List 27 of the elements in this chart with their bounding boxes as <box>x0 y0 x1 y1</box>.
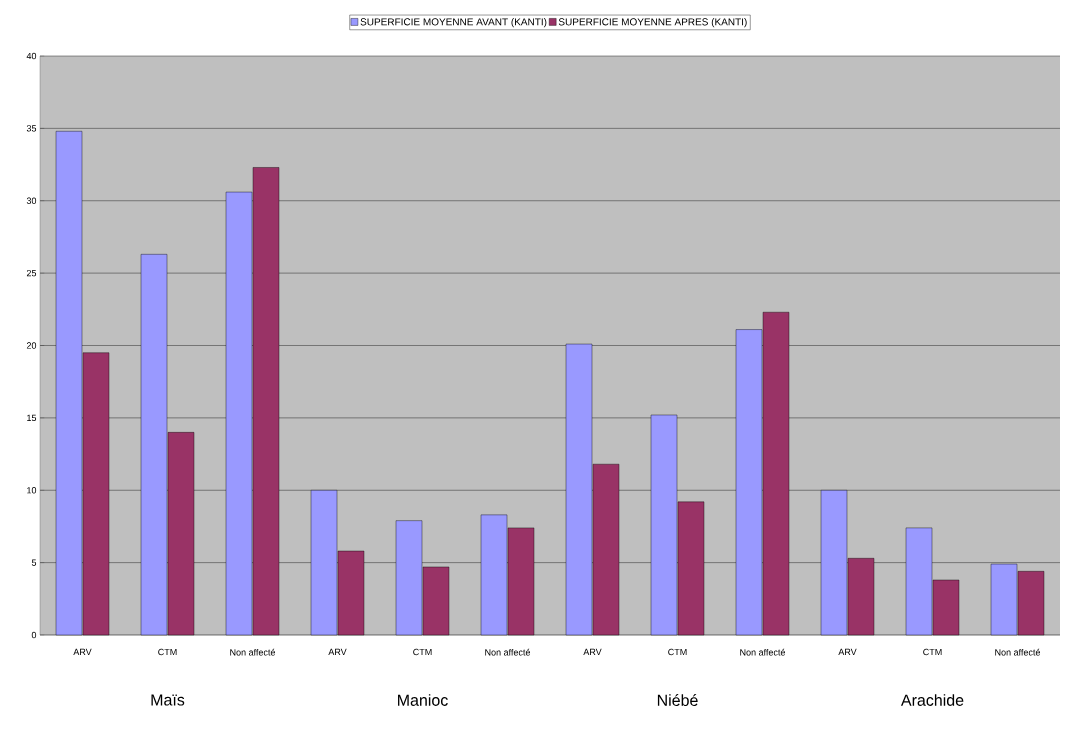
legend-label: SUPERFICIE MOYENNE AVANT (KANTI) <box>360 18 547 28</box>
y-tick-label: 35 <box>26 125 37 132</box>
x-tick-label: CTM <box>413 648 432 656</box>
y-tick-label: 15 <box>27 414 37 422</box>
x-tick-label: CTM <box>923 648 942 656</box>
x-tick-label: CTM <box>668 648 687 656</box>
x-tick-label: ARV <box>838 648 857 655</box>
x-tick-label: ARV <box>328 648 347 655</box>
y-tick-label: 5 <box>31 559 37 566</box>
x-tick-label: ARV <box>583 648 602 655</box>
x-tick-label: CTM <box>158 648 177 656</box>
x-tick-label: ARV <box>73 648 92 655</box>
x-tick-label: Non affecté <box>230 648 276 656</box>
x-tick-label: Non affecté <box>740 648 786 656</box>
y-tick-label: 0 <box>31 631 37 639</box>
text: Arachide <box>900 694 964 706</box>
legend-label: SUPERFICIE MOYENNE APRES (KANTI) <box>558 18 747 28</box>
y-tick-label: 20 <box>26 342 37 349</box>
y-tick-label: 30 <box>26 197 37 204</box>
x-tick-label: Non affecté <box>485 648 531 656</box>
y-tick-label: 40 <box>26 52 37 60</box>
y-tick-label: 10 <box>27 487 37 494</box>
y-tick-label: 25 <box>26 269 37 277</box>
text: Niébé <box>657 694 698 706</box>
text: Manioc <box>398 694 448 706</box>
text: Maïs <box>151 694 185 706</box>
x-tick-label: Non affecté <box>995 648 1041 656</box>
